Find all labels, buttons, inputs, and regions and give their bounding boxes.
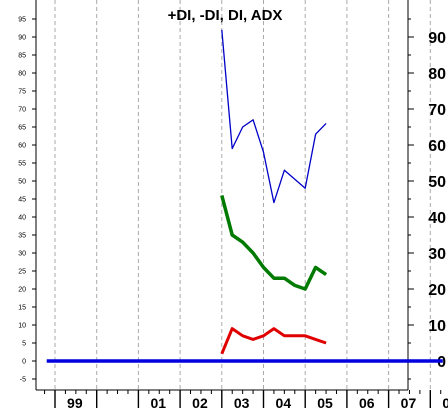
right-tick-label: 90 xyxy=(428,30,446,47)
right-tick-label: 20 xyxy=(428,282,446,299)
left-tick-label: 80 xyxy=(18,71,26,78)
x-tick-label: 07 xyxy=(401,395,417,411)
left-tick-label: 65 xyxy=(18,125,26,132)
left-tick-label: 85 xyxy=(18,53,26,60)
left-tick-label: 30 xyxy=(18,251,26,258)
left-tick-label: 45 xyxy=(18,197,26,204)
left-tick-label: 50 xyxy=(18,179,26,186)
left-tick-label: 5 xyxy=(22,341,26,348)
x-tick-label: 99 xyxy=(67,395,83,411)
left-tick-label: 35 xyxy=(18,233,26,240)
left-tick-label: 20 xyxy=(18,287,26,294)
right-tick-label: 10 xyxy=(428,318,446,335)
series-line-3 xyxy=(220,327,327,355)
x-tick-label: 04 xyxy=(276,395,292,411)
right-tick-label: 60 xyxy=(428,138,446,155)
left-tick-label: 0 xyxy=(22,359,26,366)
left-tick-label: 25 xyxy=(18,269,26,276)
series-line-2 xyxy=(220,194,328,291)
left-tick-label: 40 xyxy=(18,215,26,222)
left-tick-label: -5 xyxy=(20,377,26,384)
right-tick-label: 40 xyxy=(428,210,446,227)
left-tick-label: 60 xyxy=(18,143,26,150)
x-axis-ticks: 99 01 02 03 04 05 06 07 08 xyxy=(44,390,448,411)
x-tick-label: 06 xyxy=(359,395,375,411)
x-tick-label: 01 xyxy=(150,395,166,411)
right-tick-label: 70 xyxy=(428,102,446,119)
left-tick-label: 15 xyxy=(18,305,26,312)
right-tick-label: 30 xyxy=(428,246,446,263)
series-line-1 xyxy=(221,29,327,204)
left-tick-label: 90 xyxy=(18,35,26,42)
x-tick-label: 08 xyxy=(442,395,448,411)
left-tick-label: 70 xyxy=(18,107,26,114)
left-tick-label: 95 xyxy=(18,17,26,24)
x-tick-label: 05 xyxy=(317,395,333,411)
left-tick-label: 75 xyxy=(18,89,26,96)
right-tick-label: 80 xyxy=(428,66,446,83)
left-tick-label: 10 xyxy=(18,323,26,330)
right-tick-label: 50 xyxy=(428,174,446,191)
grid-lines xyxy=(54,0,431,390)
chart-title: +DI, -DI, DI, ADX xyxy=(168,7,283,24)
x-tick-label: 02 xyxy=(192,395,208,411)
series-lines xyxy=(46,29,443,363)
left-tick-label: 55 xyxy=(18,161,26,168)
x-tick-label: 03 xyxy=(234,395,250,411)
